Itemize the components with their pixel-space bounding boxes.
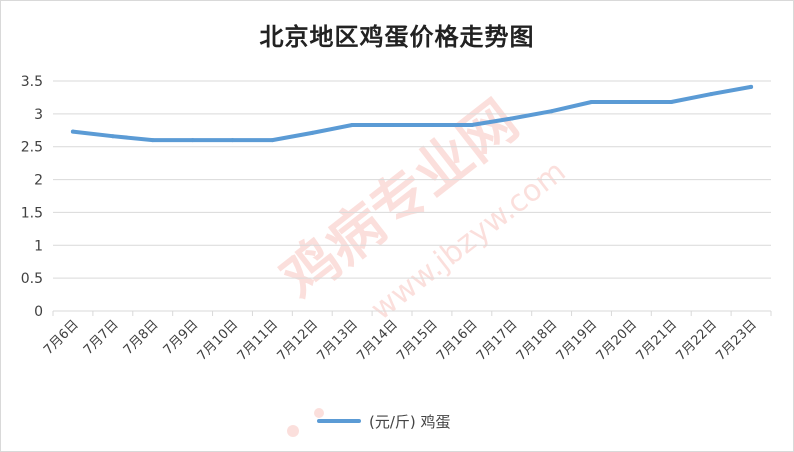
x-tick-label: 7月14日 [354,317,401,364]
data-point [629,100,634,105]
x-tick-label: 7月20日 [594,317,641,364]
x-tick-label: 7月6日 [41,317,82,358]
y-axis: 0 0.5 1 1.5 2 2.5 3 3.5 [21,74,43,320]
legend: (元/斤) 鸡蛋 [317,411,451,431]
series-line [70,84,754,143]
x-tick-label: 7月18日 [514,317,561,364]
x-tick-label: 7月19日 [554,317,601,364]
data-point [350,123,355,128]
y-tick-label: 2.5 [21,140,43,156]
data-point [70,129,75,134]
y-tick-label: 0 [34,304,43,320]
x-tick-label: 7月10日 [195,317,242,364]
x-tick-label: 7月8日 [121,317,162,358]
data-point [390,123,395,128]
x-tick-label: 7月23日 [713,317,760,364]
x-axis: 7月6日 7月7日 7月8日 7月9日7月10日7月11日7月12日7月13日7月14… [41,311,772,364]
x-tick-label: 7月21日 [634,317,681,364]
data-point [589,100,594,105]
grid-layer [53,80,771,312]
data-point [230,138,235,143]
x-tick-label: 7月12日 [275,317,322,364]
data-point [709,92,714,97]
chart-title: 北京地区鸡蛋价格走势图 [259,23,535,51]
y-tick-label: 1.5 [21,205,43,221]
data-point [549,109,554,114]
data-point [749,84,754,89]
x-tick-label: 7月16日 [434,317,481,364]
legend-swatch [317,419,361,423]
y-tick-label: 0.5 [21,271,43,287]
x-tick-label: 7月15日 [394,317,441,364]
y-tick-label: 2 [34,173,43,189]
data-point [190,138,195,143]
data-point [509,116,514,121]
x-tick-label: 7月13日 [314,317,361,364]
data-point [669,100,674,105]
x-tick-label: 7月7日 [81,317,122,358]
x-tick-label: 7月11日 [235,317,282,364]
data-point [150,138,155,143]
y-tick-label: 3 [34,107,43,123]
data-point [310,130,315,135]
series-layer [70,84,754,143]
legend-label: (元/斤) 鸡蛋 [369,412,451,431]
x-tick-label: 7月17日 [474,317,521,364]
y-tick-label: 1 [34,238,43,254]
data-point [110,134,115,139]
y-tick-label: 3.5 [21,74,43,90]
x-tick-label: 7月22日 [673,317,720,364]
data-point [270,138,275,143]
data-point [469,123,474,128]
data-point [429,123,434,128]
